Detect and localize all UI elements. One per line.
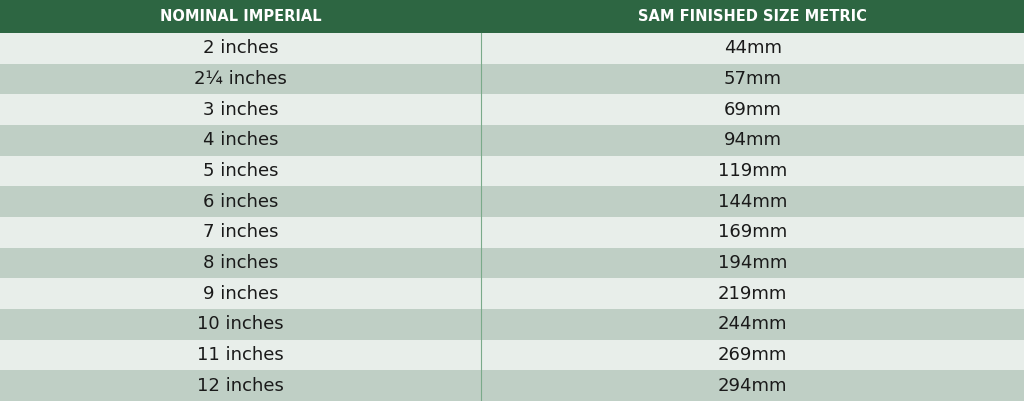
Text: 219mm: 219mm xyxy=(718,285,787,303)
Text: 10 inches: 10 inches xyxy=(198,315,284,333)
Bar xyxy=(0,340,1024,371)
Text: 269mm: 269mm xyxy=(718,346,787,364)
Bar xyxy=(0,186,1024,217)
Text: NOMINAL IMPERIAL: NOMINAL IMPERIAL xyxy=(160,9,322,24)
Text: 44mm: 44mm xyxy=(724,39,781,57)
Text: 7 inches: 7 inches xyxy=(203,223,279,241)
Text: 144mm: 144mm xyxy=(718,192,787,211)
Text: 4 inches: 4 inches xyxy=(203,131,279,149)
Bar xyxy=(0,278,1024,309)
Text: 9 inches: 9 inches xyxy=(203,285,279,303)
Bar xyxy=(0,0,1024,33)
Bar xyxy=(0,217,1024,247)
Text: 94mm: 94mm xyxy=(724,131,781,149)
Text: 8 inches: 8 inches xyxy=(203,254,279,272)
Bar xyxy=(0,309,1024,340)
Bar xyxy=(0,33,1024,63)
Text: 244mm: 244mm xyxy=(718,315,787,333)
Text: 69mm: 69mm xyxy=(724,101,781,119)
Text: 11 inches: 11 inches xyxy=(198,346,284,364)
Text: 194mm: 194mm xyxy=(718,254,787,272)
Bar xyxy=(0,94,1024,125)
Bar xyxy=(0,247,1024,278)
Text: 2¼ inches: 2¼ inches xyxy=(195,70,287,88)
Text: 169mm: 169mm xyxy=(718,223,787,241)
Text: 2 inches: 2 inches xyxy=(203,39,279,57)
Text: 294mm: 294mm xyxy=(718,377,787,395)
Text: 3 inches: 3 inches xyxy=(203,101,279,119)
Text: 5 inches: 5 inches xyxy=(203,162,279,180)
Text: 119mm: 119mm xyxy=(718,162,787,180)
Bar xyxy=(0,156,1024,186)
Text: 57mm: 57mm xyxy=(724,70,781,88)
Bar xyxy=(0,125,1024,156)
Bar xyxy=(0,371,1024,401)
Text: SAM FINISHED SIZE METRIC: SAM FINISHED SIZE METRIC xyxy=(638,9,867,24)
Text: 6 inches: 6 inches xyxy=(203,192,279,211)
Bar xyxy=(0,63,1024,94)
Text: 12 inches: 12 inches xyxy=(198,377,284,395)
